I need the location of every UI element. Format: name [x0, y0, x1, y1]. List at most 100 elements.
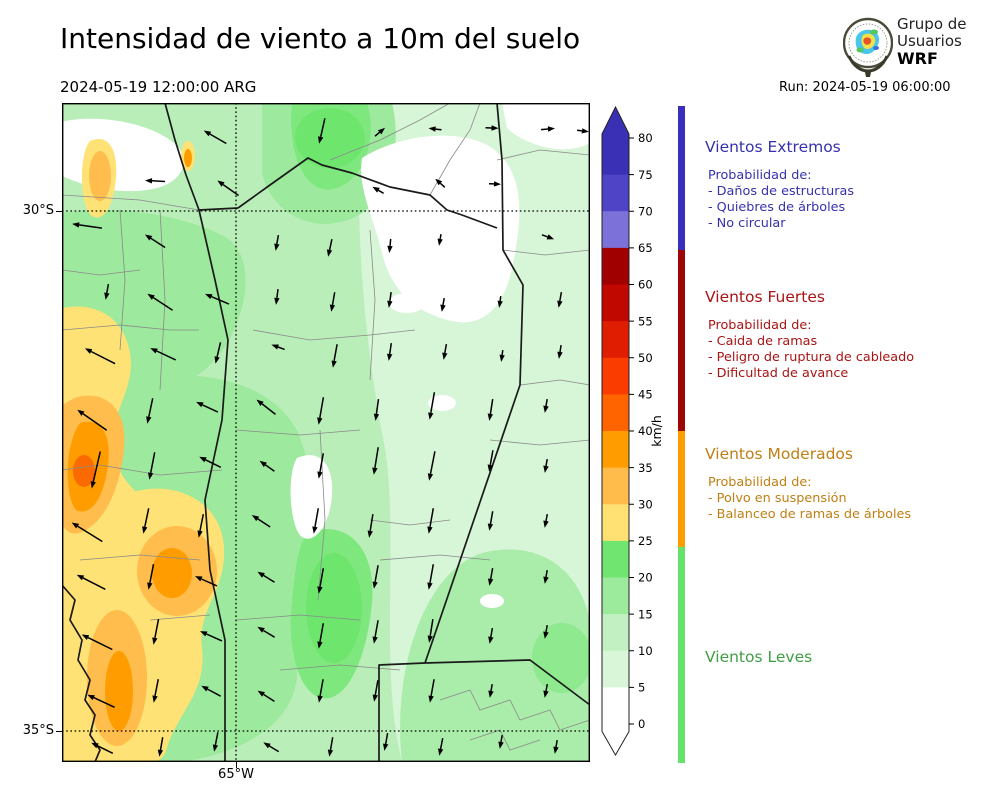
wind-arrow-shaft [490, 683, 493, 692]
wind-arrow-shaft [541, 234, 548, 238]
legend-section-title: Vientos Leves [705, 648, 813, 666]
wind-arrow-shaft [106, 283, 110, 294]
colorbar-segment [602, 650, 629, 688]
wind-arrow-shaft [144, 508, 150, 528]
wind-arrow-shaft [154, 679, 160, 697]
lat-tick-35s: 35°S [22, 723, 54, 738]
lon-tick-65w: 65°W [218, 767, 254, 782]
logo-line-1: Grupo de [897, 15, 967, 33]
legend-section-intro: Probabilidad de: [708, 475, 812, 490]
wind-arrow-shaft [206, 633, 223, 642]
wind-arrow-head [493, 181, 501, 187]
wind-arrow-head [547, 126, 555, 132]
wind-arrow-shaft [199, 514, 205, 532]
wind-arrow-shaft [156, 350, 177, 361]
wind-arrow-shaft [559, 291, 563, 302]
wind-arrow-head [104, 292, 110, 300]
colorbar-unit-label: km/h [649, 415, 664, 447]
wind-arrow-shaft [429, 508, 435, 528]
wind-arrow-shaft [90, 350, 116, 365]
wind-arrow-shaft [82, 577, 106, 590]
wind-arrow-head [214, 356, 220, 364]
logo-text: Grupo de Usuarios WRF [897, 15, 967, 68]
colorbar-segment [602, 211, 629, 249]
wind-arrow-shaft [97, 745, 114, 754]
wind-arrow-shaft [209, 133, 227, 145]
wind-arrow-head [157, 749, 164, 757]
wind-arrow-head [327, 749, 334, 757]
wind-arrow-shaft [389, 238, 392, 247]
wind-arrow-shaft [489, 567, 494, 580]
wind-arrow-shaft [545, 569, 548, 578]
wind-arrow-shaft [207, 688, 222, 697]
wind-arrow-shaft [263, 693, 275, 703]
wind-arrow-shaft [149, 452, 156, 474]
wind-arrow-head [435, 178, 443, 186]
legend-section-item: - Quiebres de árboles [708, 199, 846, 215]
colorbar-segment [602, 138, 629, 176]
wind-arrow-shaft [319, 568, 325, 588]
wind-arrow-shaft [374, 447, 379, 469]
wind-arrow-head [557, 351, 563, 359]
wind-arrow-head [197, 530, 203, 538]
wind-arrow-head [317, 417, 323, 425]
wind-arrow-shaft [277, 346, 285, 351]
wind-arrow-shaft [319, 679, 324, 697]
wind-arrow-shaft [214, 732, 219, 746]
wind-arrow-head [543, 631, 549, 639]
wind-arrow-head [491, 125, 499, 131]
legend-section: Vientos Leves [705, 648, 985, 678]
wind-arrow-shaft [489, 398, 494, 415]
wind-arrow-shaft [489, 450, 494, 466]
wind-arrow-head [383, 743, 389, 751]
province-borders [62, 103, 590, 762]
wind-arrow-shaft [439, 182, 446, 188]
wind-arrow-shaft [216, 342, 222, 358]
wind-arrow-head [84, 348, 93, 354]
wind-arrow-head [428, 126, 436, 132]
wind-arrow-shaft [331, 292, 336, 306]
wind-arrow-shaft [93, 696, 115, 708]
colorbar-outline [601, 105, 630, 757]
legend-section-item: - Dificultad de avance [708, 365, 849, 381]
wind-arrow-shaft [499, 295, 502, 302]
colorbar-segment [602, 247, 629, 286]
logo-line-3: WRF [897, 49, 938, 68]
wind-arrow-head [145, 178, 153, 184]
wind-arrow-head [257, 690, 265, 697]
colorbar-tick-label: 45 [638, 388, 653, 402]
wind-arrow-shaft [77, 525, 103, 543]
wind-arrow-head [317, 471, 323, 479]
wind-arrow-head [144, 234, 153, 241]
colorbar-tick-label: 65 [638, 241, 653, 255]
legend-section: Vientos Fuertes Probabilidad de: - Caida d… [705, 288, 985, 381]
wind-arrow-shaft [545, 398, 548, 407]
wind-arrow-head [499, 354, 505, 362]
wind-arrow-head [150, 348, 158, 354]
wind-arrow-head [377, 127, 385, 135]
lat-tickmark-30s [56, 211, 62, 213]
wind-arrow-head [201, 685, 209, 692]
legend-section-item: - Polvo en suspensión [708, 491, 847, 506]
wind-arrow-head [543, 465, 549, 473]
wind-arrow-shaft [545, 458, 548, 467]
colorbar-segment [602, 431, 629, 469]
wind-arrow-head [329, 304, 336, 312]
legend-section-title: Vientos Fuertes [705, 288, 825, 306]
wind-arrow-head [387, 353, 393, 361]
legend-bar-segment [678, 431, 685, 547]
map-border [62, 103, 590, 762]
wind-arrow-head [87, 694, 95, 701]
wind-arrow-shaft [148, 398, 154, 418]
wind-arrow-head [318, 136, 324, 144]
wind-arrow-shaft [276, 289, 279, 299]
colorbar-tick-label: 15 [638, 607, 653, 621]
wind-arrow-head [71, 522, 80, 529]
colorbar-tick-label: 50 [638, 351, 653, 365]
wind-arrow-head [147, 293, 155, 300]
wind-arrow-head [487, 523, 494, 531]
page-title: Intensidad de viento a 10m del suelo [60, 22, 581, 55]
colorbar-tick-label: 20 [638, 571, 653, 585]
wind-arrow-shaft [576, 129, 583, 132]
